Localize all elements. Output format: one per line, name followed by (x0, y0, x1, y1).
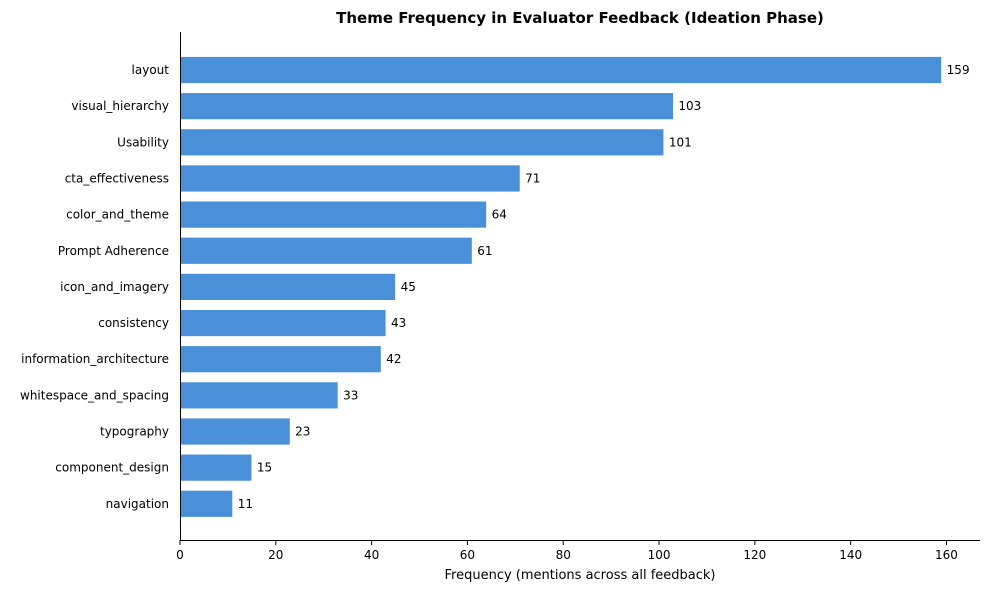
bar-Prompt Adherence (179, 236, 473, 265)
value-label: 15 (257, 461, 272, 475)
x-tick-label: 0 (176, 548, 184, 562)
bar-Usability (179, 128, 665, 157)
value-label: 61 (477, 244, 492, 258)
category-label: color_and_theme (66, 208, 169, 222)
x-tick-label: 60 (460, 548, 475, 562)
bar-consistency (179, 309, 387, 337)
bar-icon_and_imagery (179, 272, 396, 301)
chart-title: Theme Frequency in Evaluator Feedback (I… (336, 9, 824, 27)
x-tick-label: 80 (556, 548, 571, 562)
x-tick-label: 100 (648, 548, 671, 562)
value-label: 33 (343, 388, 358, 402)
value-label: 42 (386, 352, 401, 366)
category-label: consistency (98, 316, 169, 330)
bar-information_architecture (179, 345, 382, 374)
category-label: icon_and_imagery (60, 280, 169, 294)
category-label: cta_effectiveness (65, 171, 169, 185)
x-tick-label: 120 (743, 548, 766, 562)
category-label: Prompt Adherence (58, 244, 169, 258)
category-labels: layout visual_hierarchy Usability cta_effec… (20, 63, 169, 511)
category-label: typography (100, 425, 169, 439)
value-label: 103 (678, 99, 701, 113)
x-axis-title: Frequency (mentions across all feedback) (445, 568, 716, 583)
value-label: 11 (238, 497, 253, 511)
category-label: Usability (117, 135, 169, 149)
x-tick-label: 40 (364, 548, 379, 562)
category-label: whitespace_and_spacing (20, 388, 169, 402)
category-label: component_design (55, 461, 169, 475)
value-label: 71 (525, 171, 540, 185)
value-label: 23 (295, 425, 310, 439)
bar-whitespace_and_spacing (179, 381, 339, 410)
bar-color_and_theme (179, 200, 487, 229)
bar-navigation (179, 489, 234, 518)
bars-group (179, 56, 943, 518)
bar-cta_effectiveness (179, 164, 521, 193)
value-label: 159 (947, 63, 970, 77)
category-label: information_architecture (21, 352, 169, 366)
x-tick-label: 140 (839, 548, 862, 562)
value-label: 101 (669, 135, 692, 149)
x-tick-label: 160 (935, 548, 958, 562)
x-ticks: 0 20 40 60 80 100 120 140 160 (176, 540, 958, 562)
bar-layout (179, 56, 943, 84)
category-label: visual_hierarchy (71, 99, 169, 113)
category-label: navigation (106, 497, 169, 511)
bar-visual_hierarchy (179, 92, 674, 121)
bar-typography (179, 417, 291, 446)
category-label: layout (132, 63, 170, 77)
value-label: 43 (391, 316, 406, 330)
value-label: 45 (401, 280, 416, 294)
value-label: 64 (492, 208, 507, 222)
x-tick-label: 20 (268, 548, 283, 562)
bar-component_design (179, 453, 253, 482)
value-labels: 159 103 101 71 64 61 45 43 42 33 23 15 11 (238, 63, 970, 511)
